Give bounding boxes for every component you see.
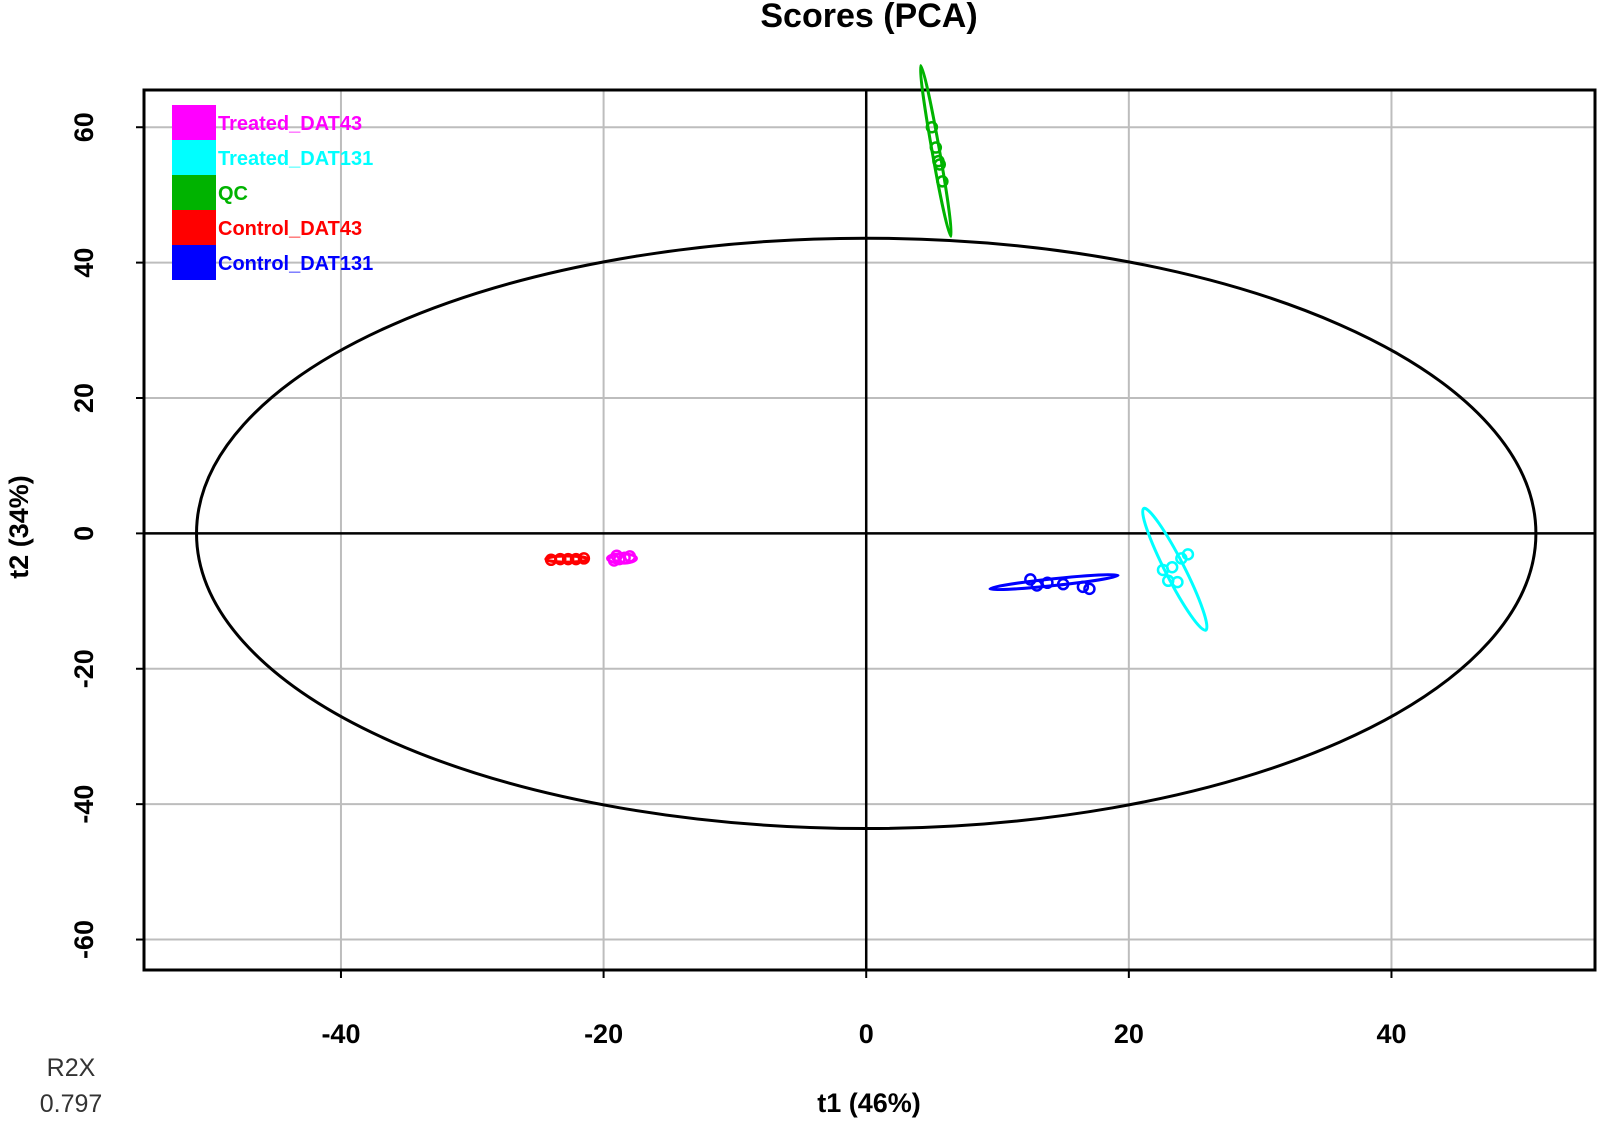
data-point	[577, 552, 591, 565]
legend-swatch	[172, 105, 216, 140]
y-tick-label: 20	[69, 383, 99, 413]
group-ellipse	[1141, 506, 1209, 632]
legend-label: Treated_DAT43	[218, 113, 362, 135]
x-tick-label: 0	[859, 1019, 874, 1049]
legend-label: QC	[218, 183, 248, 205]
legend: Treated_DAT43 Treated_DAT131 QC Control_DAT…	[172, 105, 373, 280]
x-tick-label: 40	[1376, 1019, 1406, 1049]
y-tick-label: -60	[69, 920, 99, 959]
data-point	[1181, 548, 1195, 561]
data-point	[933, 158, 947, 171]
y-tick-label: 0	[69, 526, 99, 541]
legend-label: Control_DAT43	[218, 218, 362, 240]
data-point	[1041, 576, 1054, 590]
data-point	[561, 552, 575, 566]
x-tick-label: -20	[584, 1019, 623, 1049]
ticks-layer: -40 -20 0 20 40 -60 -40 -20 0 20 40 60	[69, 112, 1406, 1049]
legend-label: Control_DAT131	[218, 253, 373, 275]
plot-frame	[142, 88, 1597, 972]
data-point	[1076, 580, 1090, 594]
y-tick-label: 60	[69, 112, 99, 142]
data-point	[569, 552, 583, 566]
data-point	[929, 141, 943, 154]
x-tick-label: 20	[1114, 1019, 1144, 1049]
data-point	[554, 552, 567, 566]
data-point	[618, 551, 631, 565]
x-axis-label: t1 (46%)	[817, 1088, 921, 1118]
series-Treated_DAT43	[606, 549, 638, 567]
x-tick-label: -40	[321, 1019, 360, 1049]
series-Control_DAT43	[544, 552, 591, 567]
data-point	[925, 120, 939, 134]
series-Control_DAT131	[988, 573, 1120, 596]
r2x-label: R2X	[47, 1054, 96, 1082]
data-point	[1056, 577, 1070, 591]
data-point	[623, 550, 637, 563]
legend-label: Treated_DAT131	[218, 148, 373, 170]
y-tick-label: -40	[69, 785, 99, 824]
data-point	[936, 175, 949, 188]
legend-swatch	[172, 245, 216, 280]
axes-layer	[142, 88, 1597, 972]
legend-swatch	[172, 210, 216, 245]
data-point	[1165, 560, 1179, 574]
marks-layer	[544, 64, 1209, 632]
data-point	[1083, 582, 1096, 596]
y-tick-label: -20	[69, 649, 99, 688]
series-Treated_DAT131	[1141, 506, 1209, 632]
y-tick-label: 40	[69, 248, 99, 278]
r2x-value: 0.797	[40, 1090, 103, 1118]
series-QC	[918, 64, 953, 238]
data-point	[610, 549, 623, 562]
legend-swatch	[172, 140, 216, 175]
data-point	[1171, 575, 1184, 589]
group-ellipse	[988, 573, 1120, 592]
legend-swatch	[172, 175, 216, 210]
data-point	[1024, 573, 1037, 586]
y-axis-label: t2 (34%)	[4, 475, 34, 579]
chart-title: Scores (PCA)	[760, 0, 977, 35]
